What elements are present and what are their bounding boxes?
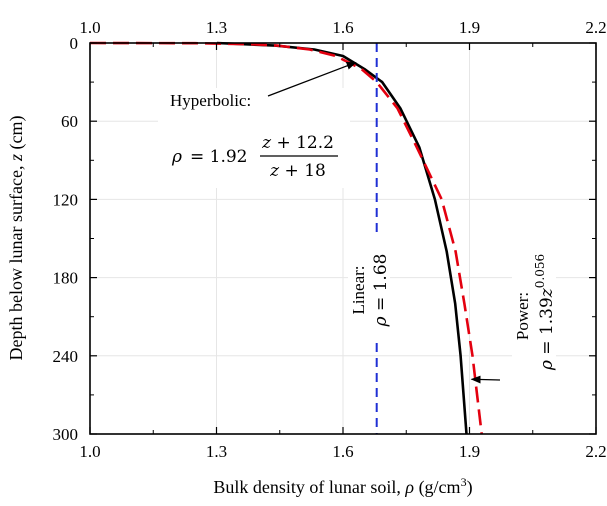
x-tick-label: 1.0 xyxy=(79,442,100,461)
x-axis-title-close: ) xyxy=(467,477,473,498)
tick-marks xyxy=(89,42,597,435)
x-axis-title-unit: (g/cm xyxy=(414,477,461,498)
power-lhs: ρ xyxy=(537,360,557,371)
hyperbolic-label: Hyperbolic: xyxy=(170,91,251,110)
series-line-hyperbolic xyxy=(216,41,468,435)
y-tick-label: 60 xyxy=(61,112,78,131)
power-var: z xyxy=(537,287,557,298)
power-exp: 0.056 xyxy=(533,254,547,288)
power-arrow xyxy=(470,375,501,384)
hyperbolic-lhs: ρ xyxy=(171,147,182,167)
y-axis-title-text: Depth below lunar surface, xyxy=(6,161,26,360)
power-annotation: Power: ρ = 1.39z0.056 xyxy=(512,254,557,371)
x-tick-label-top: 1.9 xyxy=(459,18,480,37)
y-tick-label: 180 xyxy=(53,269,79,288)
linear-annotation-bg xyxy=(348,238,390,342)
power-label: Power: xyxy=(513,292,532,340)
hyperbolic-eq: = 1.92 xyxy=(190,147,248,167)
y-axis-title: Depth below lunar surface, z (cm) xyxy=(6,116,27,361)
linear-formula: ρ = 1.68 xyxy=(371,254,391,328)
x-axis-title-text: Bulk density of lunar soil, xyxy=(213,477,405,497)
x-tick-label: 1.6 xyxy=(332,442,353,461)
power-formula: ρ = 1.39z0.056 xyxy=(533,254,557,371)
x-axis-title: Bulk density of lunar soil, ρ (g/cm3) xyxy=(213,475,472,498)
linear-eq: = 1.68 xyxy=(371,254,391,312)
power-annotation-bg xyxy=(512,256,556,368)
tick-labels: 1.0 1.0 1.3 1.3 1.6 1.6 1.9 1.9 2.2 2.2 0 60 120 180 2… xyxy=(53,18,607,461)
hyperbolic-annotation-bg xyxy=(158,88,350,188)
hyperbolic-numerator: z + 12.2 xyxy=(261,133,334,153)
linear-label: Linear: xyxy=(349,265,368,314)
hyperbolic-denominator: z + 18 xyxy=(269,161,326,181)
x-tick-label: 1.9 xyxy=(459,442,480,461)
hyperbolic-den-rest: + 18 xyxy=(285,161,326,181)
hyperbolic-num-rest: + 12.2 xyxy=(276,133,334,153)
hyperbolic-num-var: z xyxy=(261,133,272,153)
power-eq: = 1.39 xyxy=(537,297,557,355)
hyperbolic-arrow xyxy=(267,61,357,97)
y-axis-title-unit: (cm) xyxy=(6,116,27,154)
y-tick-label: 240 xyxy=(53,347,79,366)
x-axis-title-symbol: ρ xyxy=(404,477,414,497)
x-tick-label-top: 1.6 xyxy=(332,18,353,37)
x-tick-label-top: 2.2 xyxy=(585,18,606,37)
y-tick-label: 120 xyxy=(53,190,79,209)
hyperbolic-den-var: z xyxy=(269,161,280,181)
x-tick-label-top: 1.3 xyxy=(206,18,227,37)
linear-annotation: Linear: ρ = 1.68 xyxy=(348,238,391,342)
x-tick-label: 2.2 xyxy=(585,442,606,461)
series-line-power xyxy=(89,41,483,435)
hyperbolic-annotation: Hyperbolic: ρ = 1.92 z + 12.2 z + 18 xyxy=(158,61,357,188)
y-axis-title-symbol: z xyxy=(6,154,26,162)
x-tick-label: 1.3 xyxy=(206,442,227,461)
x-tick-label-top: 1.0 xyxy=(79,18,100,37)
x-axis-title-sup: 3 xyxy=(461,475,467,489)
y-tick-label: 300 xyxy=(53,425,79,444)
y-tick-label: 0 xyxy=(70,34,79,53)
linear-lhs: ρ xyxy=(371,316,391,327)
